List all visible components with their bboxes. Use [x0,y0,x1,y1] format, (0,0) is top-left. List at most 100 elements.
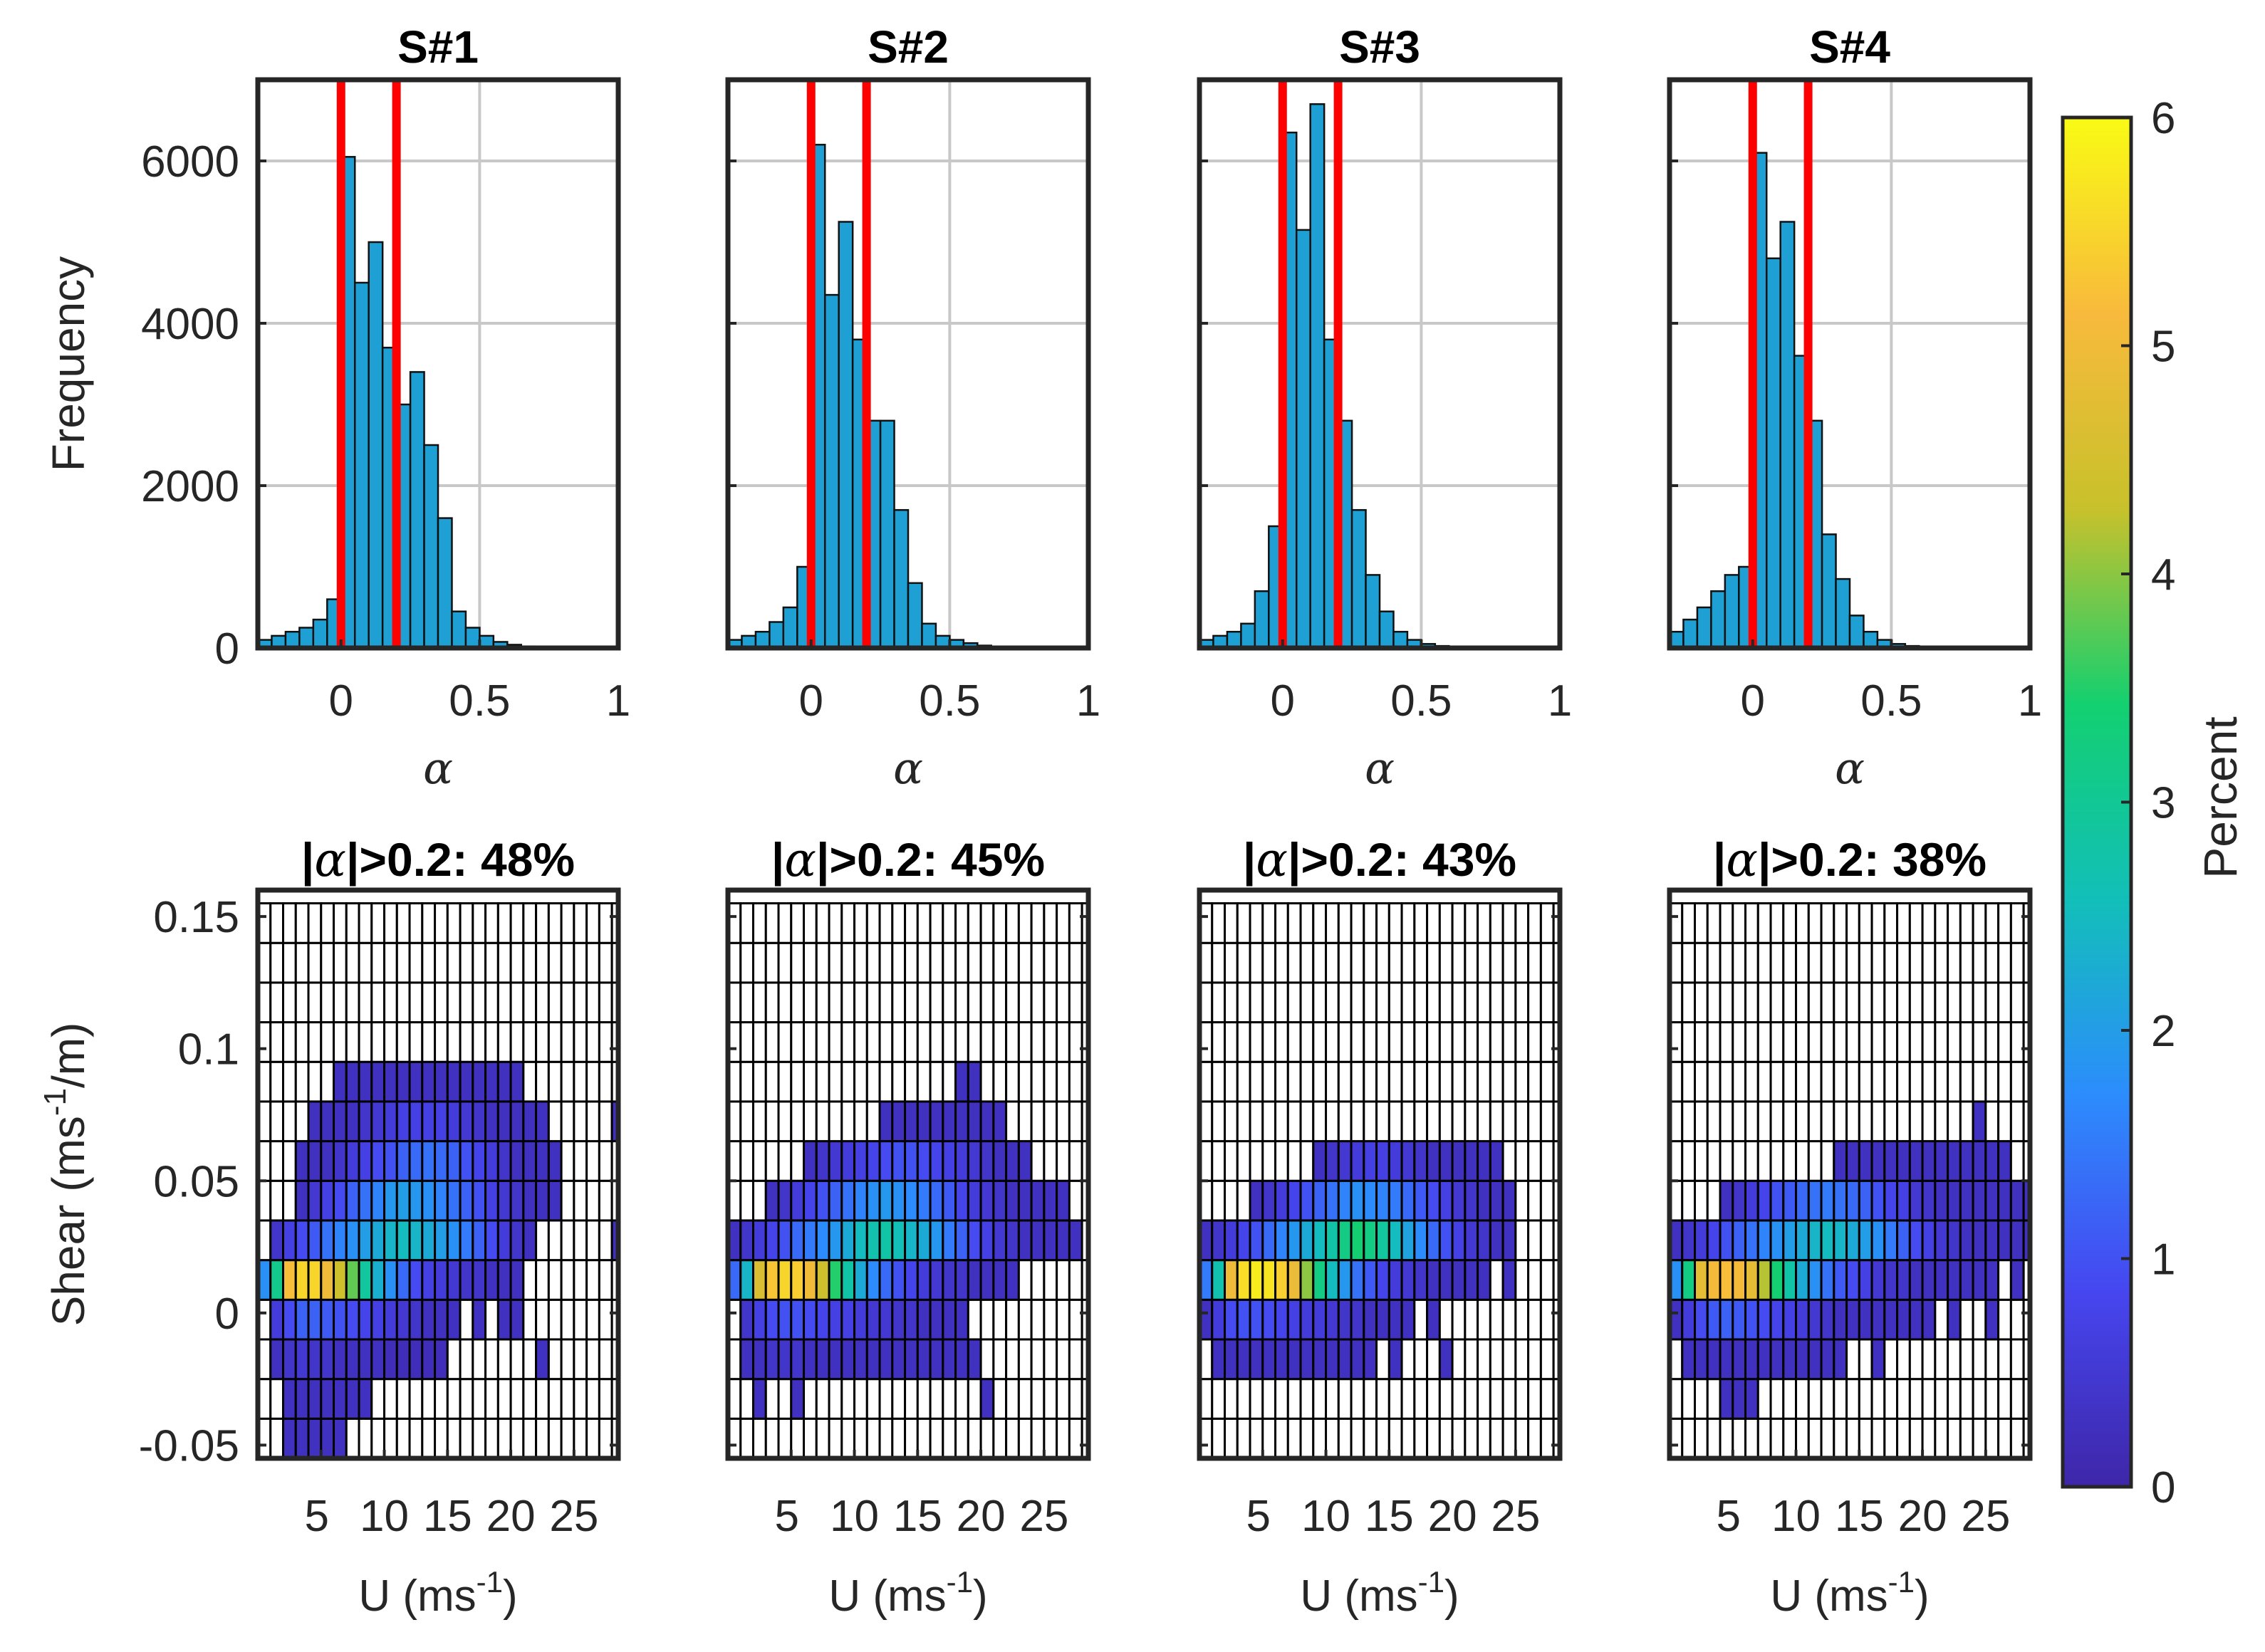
heatmap-cell [777,1378,793,1420]
histogram-bar [907,582,923,649]
heatmap-cell [598,1100,613,1143]
heatmap-cell [878,941,894,984]
heatmap-cell [1211,1179,1227,1222]
heatmap-cell [408,1259,424,1301]
heatmap-cell [1375,1378,1390,1420]
heatmap-cell [992,1378,1008,1420]
heatmap-cell [370,941,386,984]
heatmap-cell [929,902,944,944]
heatmap-cell [522,902,538,944]
heatmap-cell [320,1140,335,1182]
heatmap-cell [942,1060,957,1103]
heatmap-cell [929,1179,944,1222]
heatmap-cell [1896,1259,1911,1301]
heatmap-cell [1870,981,1886,1024]
heatmap-cell [1845,1259,1860,1301]
heatmap-cell [1211,1060,1227,1103]
heatmap-cell [1261,1179,1277,1222]
x-tick-label: 25 [1019,1492,1068,1541]
heatmap-cell [1464,1417,1479,1460]
heatmap-cell [777,1140,793,1182]
heatmap-cell [598,1259,613,1301]
heatmap-cell [459,1179,474,1222]
heatmap-cell [1719,1219,1734,1262]
heatmap-cell [1387,1298,1403,1341]
panel-title: |α|>0.2: 48% [301,832,575,887]
heatmap-cell [1820,941,1836,984]
heatmap-cell [1997,1100,2012,1143]
heatmap-cell [1043,1140,1058,1182]
heatmap-cell [1972,1179,1987,1222]
heatmap-cell [1921,1338,1937,1381]
heatmap-cell [282,1140,297,1182]
heatmap-cell [1274,1060,1289,1103]
heatmap-cell [560,1298,576,1341]
heatmap-cell [1807,1219,1823,1262]
heatmap-cell [1451,941,1467,984]
heatmap-cell [1426,1298,1441,1341]
heatmap-cell [307,941,323,984]
heatmap-cell [1489,1259,1504,1301]
heatmap-cell [294,1219,310,1262]
heatmap-cell [1236,1298,1251,1341]
heatmap-cell [1249,1140,1264,1182]
heatmap-cell [282,1219,297,1262]
heatmap-cell [370,1417,386,1460]
heatmap-cell [1274,1378,1289,1420]
heatmap-cell [1056,902,1071,944]
heatmap-cell [803,1338,818,1381]
heatmap-cell [1426,1140,1441,1182]
heatmap-cell [1997,1338,2012,1381]
heatmap-cell [1769,1060,1785,1103]
heatmap-cell [1782,941,1798,984]
heatmap-cell [1883,1338,1899,1381]
heatmap-cell [840,1100,856,1143]
heatmap-cell [1017,1021,1033,1063]
heatmap-cell [1997,1060,2012,1103]
heatmap-cell [446,1417,462,1460]
heatmap-cell [509,1021,525,1063]
x-tick-label: 0.5 [449,676,510,726]
heatmap-cell [1795,1378,1810,1420]
heatmap-cell [1299,1021,1315,1063]
heatmap-cell [1056,1219,1071,1262]
heatmap-cell [1908,1417,1924,1460]
heatmap-cell [1972,902,1987,944]
heatmap-cell [1274,1417,1289,1460]
heatmap-cell [1400,1338,1416,1381]
heatmap-cell [1539,902,1555,944]
heatmap-cell [434,1378,449,1420]
heatmap-cell [1807,981,1823,1024]
heatmap-cell [1997,1417,2012,1460]
heatmap-cell [459,1378,474,1420]
heatmap-cell [1426,1417,1441,1460]
heatmap-cell [777,981,793,1024]
heatmap-cell [1236,1338,1251,1381]
heatmap-cell [840,1140,856,1182]
heatmap-cell [358,1021,373,1063]
heatmap-cell [1769,981,1785,1024]
colorbar-tick-label: 3 [2151,779,2175,828]
heatmap-cell [954,941,969,984]
heatmap-cell [2009,1259,2025,1301]
heatmap-cell [1908,1140,1924,1182]
heatmap-cell [904,1060,919,1103]
heatmap-cell [1501,1378,1517,1420]
heatmap-cell [282,1417,297,1460]
heatmap-cell [1883,1100,1899,1143]
heatmap-cell [878,1100,894,1143]
heatmap-cell [1477,1378,1491,1420]
heatmap-cell [1337,1338,1353,1381]
heatmap-cell [446,1060,462,1103]
heatmap-cell [1732,1179,1747,1222]
y-label-sup: -1 [38,1088,73,1116]
heatmap-cell [904,1338,919,1381]
heatmap-cell [1782,1179,1798,1222]
heatmap-cell [1539,1100,1555,1143]
heatmap-cell [1501,1338,1517,1381]
heatmap-cell [1681,1417,1697,1460]
heatmap-cell [1375,902,1390,944]
heatmap-cell [1312,1298,1328,1341]
heatmap-cell [1883,1179,1899,1222]
heatmap-cell [1030,1338,1046,1381]
